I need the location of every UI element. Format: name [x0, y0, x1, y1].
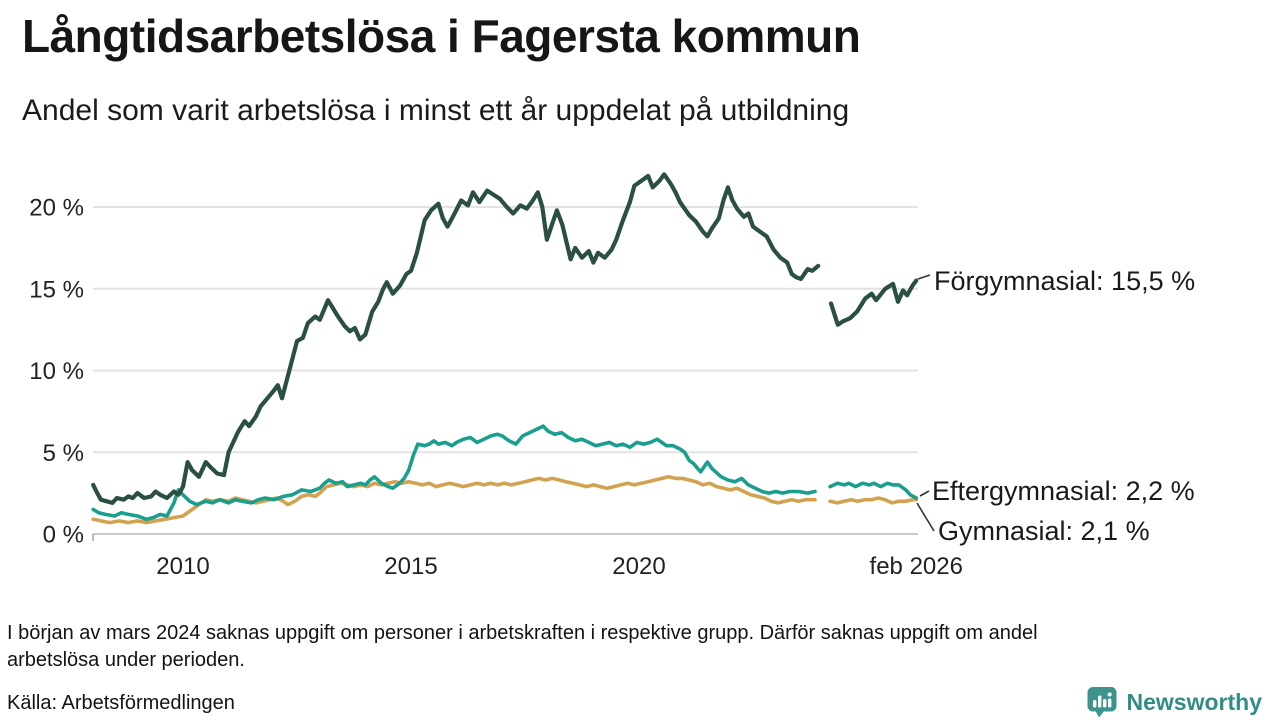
page-subtitle: Andel som varit arbetslösa i minst ett å…	[22, 94, 850, 127]
series-line-gymnasial	[828, 496, 918, 505]
series-line-förgymnasial	[91, 172, 821, 505]
series-annotation-gymnasial: Gymnasial: 2,1 %	[938, 516, 1150, 546]
series-line-eftergymnasial	[828, 481, 918, 500]
series-line-gymnasial	[91, 475, 817, 525]
series-line-förgymnasial	[828, 278, 919, 327]
y-tick-label: 0 %	[43, 522, 84, 549]
y-tick-label: 15 %	[29, 276, 84, 303]
series-annotation-eftergymnasial: Eftergymnasial: 2,2 %	[932, 476, 1195, 506]
y-tick-label: 5 %	[43, 440, 84, 467]
annotation-leader-line	[916, 502, 935, 532]
annotation-leader-line	[919, 490, 930, 497]
x-tick-label: 2010	[156, 553, 209, 580]
series-line-eftergymnasial	[91, 424, 817, 522]
newsworthy-bubble-chart-icon	[1087, 687, 1117, 718]
newsworthy-logo: Newsworthy	[1086, 686, 1262, 718]
x-tick-label: 2015	[384, 553, 437, 580]
series-annotation-förgymnasial: Förgymnasial: 15,5 %	[934, 266, 1195, 296]
y-tick-label: 20 %	[29, 195, 84, 222]
footnote: I början av mars 2024 saknas uppgift om …	[7, 622, 1038, 671]
brand-name: Newsworthy	[1126, 688, 1262, 715]
annotation-leader-line	[917, 274, 931, 280]
x-tick-label: feb 2026	[870, 553, 963, 580]
x-tick-label: 2020	[612, 553, 665, 580]
page-title: Långtidsarbetslösa i Fagersta kommun	[22, 10, 861, 62]
y-tick-label: 10 %	[29, 358, 84, 385]
source-label: Källa: Arbetsförmedlingen	[7, 692, 235, 714]
